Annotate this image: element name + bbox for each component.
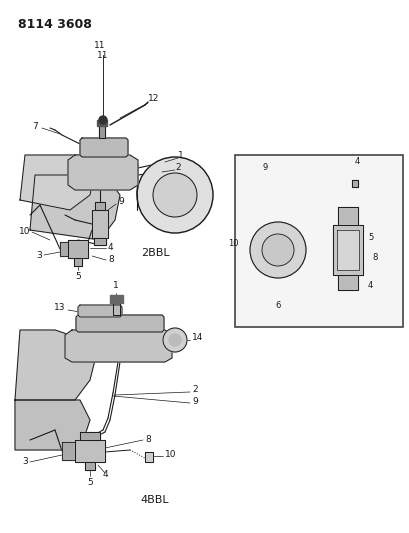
Polygon shape [336,230,358,270]
Text: 5: 5 [367,232,372,241]
Text: 1: 1 [178,150,183,159]
Text: 4: 4 [367,280,372,289]
Text: 8114 3608: 8114 3608 [18,18,92,31]
Text: 8: 8 [145,435,151,445]
Text: 10: 10 [228,238,238,247]
Polygon shape [337,275,357,290]
Polygon shape [65,330,172,362]
Polygon shape [75,440,105,462]
Text: 4: 4 [354,157,360,166]
Text: 2: 2 [191,385,197,394]
Polygon shape [62,442,75,460]
Text: 2: 2 [175,164,180,173]
Polygon shape [97,120,107,126]
Text: 10: 10 [18,228,30,237]
Polygon shape [68,240,88,258]
Polygon shape [99,125,105,138]
Polygon shape [337,207,357,225]
Polygon shape [80,432,100,440]
Text: 5: 5 [87,478,93,487]
Text: 11: 11 [97,51,108,60]
Polygon shape [74,258,82,266]
Polygon shape [76,315,164,332]
Polygon shape [85,462,95,470]
Text: 4: 4 [108,244,113,253]
Polygon shape [60,242,68,256]
Text: 13: 13 [53,303,65,312]
Text: 2BBL: 2BBL [140,248,169,258]
Circle shape [249,222,305,278]
Text: 4BBL: 4BBL [140,495,169,505]
Polygon shape [80,138,128,157]
Polygon shape [95,202,105,210]
Polygon shape [94,238,106,245]
Polygon shape [113,302,120,315]
Bar [234,155,402,327]
Circle shape [163,328,187,352]
Circle shape [99,116,107,124]
Circle shape [261,234,293,266]
Text: 1: 1 [113,281,119,290]
Text: 3: 3 [36,251,42,260]
Text: 5: 5 [75,272,81,281]
Polygon shape [15,400,90,450]
Polygon shape [92,210,108,238]
Circle shape [169,334,180,346]
Polygon shape [15,330,95,400]
Text: 9: 9 [262,163,267,172]
Text: 9: 9 [118,198,124,206]
Polygon shape [145,452,153,462]
Text: 3: 3 [22,457,28,466]
Text: 9: 9 [191,398,197,407]
Text: 8: 8 [371,254,376,262]
Text: 7: 7 [32,122,38,131]
Text: 10: 10 [164,450,176,459]
Circle shape [153,173,196,217]
Polygon shape [110,295,123,303]
Text: 8: 8 [108,255,113,264]
Circle shape [137,157,213,233]
Text: 11: 11 [94,41,106,50]
Polygon shape [20,155,95,210]
Polygon shape [30,175,120,240]
Polygon shape [68,155,138,190]
Text: 4: 4 [102,471,108,480]
Text: 12: 12 [148,93,159,102]
Text: 14: 14 [191,334,203,343]
Text: 6: 6 [274,301,280,310]
Polygon shape [78,305,122,317]
Polygon shape [351,180,357,187]
Polygon shape [332,225,362,275]
